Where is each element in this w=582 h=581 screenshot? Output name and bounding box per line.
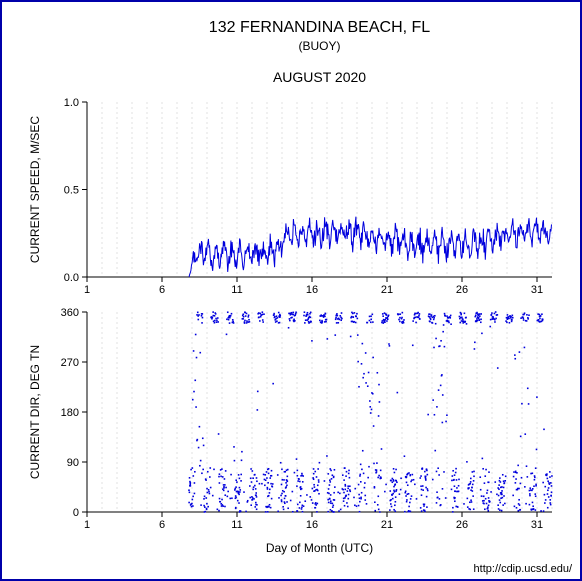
- chart-canvas: 132 FERNANDINA BEACH, FL (BUOY) AUGUST 202…: [2, 2, 580, 579]
- svg-text:21: 21: [381, 519, 393, 531]
- svg-text:AUGUST 2020: AUGUST 2020: [273, 69, 366, 85]
- svg-text:1: 1: [84, 519, 90, 531]
- chart-frame: 132 FERNANDINA BEACH, FL (BUOY) AUGUST 202…: [0, 0, 582, 581]
- svg-text:0.5: 0.5: [64, 185, 79, 197]
- svg-text:11: 11: [231, 519, 242, 531]
- svg-text:26: 26: [456, 284, 468, 296]
- footer-url: http://cdip.ucsd.edu/: [474, 563, 572, 575]
- svg-text:6: 6: [159, 519, 165, 531]
- svg-text:1: 1: [84, 284, 90, 296]
- svg-text:(BUOY): (BUOY): [299, 39, 341, 53]
- svg-text:180: 180: [61, 407, 79, 419]
- svg-text:Day of Month (UTC): Day of Month (UTC): [266, 541, 373, 555]
- svg-text:16: 16: [306, 519, 318, 531]
- svg-text:132 FERNANDINA BEACH, FL: 132 FERNANDINA BEACH, FL: [209, 19, 431, 36]
- svg-text:360: 360: [61, 307, 79, 319]
- svg-text:26: 26: [456, 519, 468, 531]
- svg-text:11: 11: [231, 284, 242, 296]
- svg-text:270: 270: [61, 357, 79, 369]
- svg-text:1.0: 1.0: [64, 97, 79, 109]
- svg-text:6: 6: [159, 284, 165, 296]
- svg-text:16: 16: [306, 284, 318, 296]
- svg-text:21: 21: [381, 284, 393, 296]
- svg-text:0: 0: [73, 507, 79, 519]
- svg-text:CURRENT DIR, DEG TN: CURRENT DIR, DEG TN: [28, 345, 42, 479]
- svg-text:31: 31: [531, 519, 543, 531]
- svg-text:31: 31: [531, 284, 543, 296]
- svg-text:90: 90: [67, 457, 79, 469]
- svg-text:0.0: 0.0: [64, 272, 79, 284]
- svg-text:CURRENT SPEED, M/SEC: CURRENT SPEED, M/SEC: [28, 116, 42, 263]
